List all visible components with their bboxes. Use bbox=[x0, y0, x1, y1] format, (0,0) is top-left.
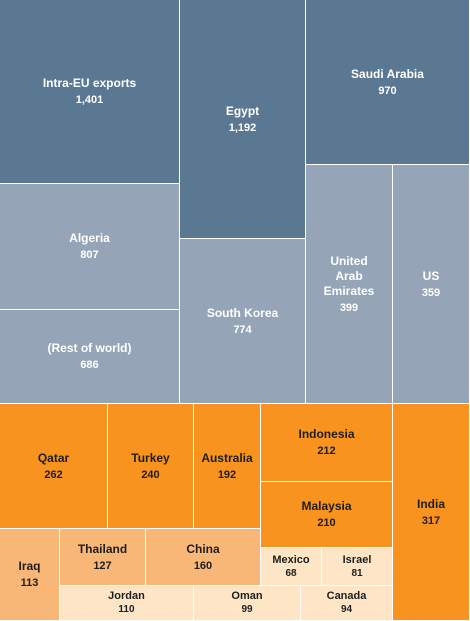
tile-mexico: Mexico 68 bbox=[261, 548, 322, 586]
tile-label: Mexico bbox=[272, 553, 310, 566]
tile-rest-of-world: (Rest of world) 686 bbox=[0, 310, 180, 404]
tile-value: 970 bbox=[378, 84, 397, 97]
tile-label: Turkey bbox=[131, 450, 170, 465]
tile-value: 68 bbox=[285, 567, 297, 579]
tile-value: 81 bbox=[351, 567, 363, 579]
tile-uae: United Arab Emirates 399 bbox=[306, 165, 393, 404]
tile-label: Australia bbox=[201, 450, 253, 465]
tile-oman: Oman 99 bbox=[194, 586, 301, 621]
tile-qatar: Qatar 262 bbox=[0, 404, 108, 529]
tile-malaysia: Malaysia 210 bbox=[261, 482, 393, 548]
tile-value: 1,192 bbox=[228, 121, 257, 134]
tile-label: South Korea bbox=[206, 305, 279, 320]
tile-label: Algeria bbox=[69, 231, 110, 245]
tile-label: US bbox=[422, 268, 440, 283]
tile-value: 94 bbox=[340, 604, 353, 615]
tile-label: China bbox=[186, 541, 220, 556]
tile-jordan: Jordan 110 bbox=[60, 586, 194, 621]
tile-india: India 317 bbox=[393, 404, 470, 621]
tile-israel: Israel 81 bbox=[322, 548, 393, 586]
tile-value: 399 bbox=[339, 301, 359, 314]
tile-china: China 160 bbox=[146, 529, 261, 586]
tile-label: Canada bbox=[326, 590, 367, 602]
tile-label: Qatar bbox=[37, 450, 70, 465]
tile-turkey: Turkey 240 bbox=[108, 404, 194, 529]
tile-label: Intra-EU exports bbox=[42, 76, 137, 90]
tile-label: Iraq bbox=[18, 559, 41, 573]
tile-label: Oman bbox=[231, 590, 263, 602]
tile-value: 774 bbox=[233, 323, 252, 336]
tile-us: US 359 bbox=[393, 165, 470, 404]
tile-thailand: Thailand 127 bbox=[60, 529, 146, 586]
tile-label: Malaysia bbox=[301, 499, 352, 513]
tile-value: 359 bbox=[421, 286, 441, 299]
tile-value: 212 bbox=[317, 445, 336, 457]
tile-value: 110 bbox=[118, 604, 135, 615]
tile-value: 127 bbox=[93, 559, 112, 572]
tile-label: Egypt bbox=[225, 103, 260, 118]
tile-label: Israel bbox=[342, 553, 372, 566]
tile-australia: Australia 192 bbox=[194, 404, 261, 529]
tile-canada: Canada 94 bbox=[301, 586, 393, 621]
tile-label: Thailand bbox=[77, 541, 128, 556]
tile-saudi-arabia: Saudi Arabia 970 bbox=[306, 0, 470, 165]
tile-value: 686 bbox=[80, 359, 99, 371]
tile-intra-eu: Intra-EU exports 1,401 bbox=[0, 0, 180, 184]
tile-label: (Rest of world) bbox=[47, 341, 132, 355]
tile-value: 807 bbox=[80, 249, 99, 261]
tile-label: India bbox=[416, 496, 445, 511]
tile-egypt: Egypt 1,192 bbox=[180, 0, 306, 239]
tile-label: Saudi Arabia bbox=[351, 66, 424, 81]
tile-value: 240 bbox=[141, 468, 160, 481]
tile-indonesia: Indonesia 212 bbox=[261, 404, 393, 482]
tile-value: 160 bbox=[193, 559, 213, 572]
tile-south-korea: South Korea 774 bbox=[180, 239, 306, 404]
tile-algeria: Algeria 807 bbox=[0, 184, 180, 310]
tile-value: 113 bbox=[20, 577, 39, 589]
tile-iraq: Iraq 113 bbox=[0, 529, 60, 621]
tile-label: Jordan bbox=[108, 590, 145, 602]
tile-value: 192 bbox=[217, 468, 237, 481]
tile-value: 210 bbox=[317, 517, 336, 529]
tile-value: 317 bbox=[421, 514, 441, 527]
tile-value: 99 bbox=[241, 604, 253, 615]
tile-label: United Arab Emirates bbox=[323, 253, 375, 298]
tile-value: 1,401 bbox=[75, 94, 104, 106]
tile-label: Indonesia bbox=[298, 427, 355, 441]
tile-value: 262 bbox=[44, 468, 63, 481]
